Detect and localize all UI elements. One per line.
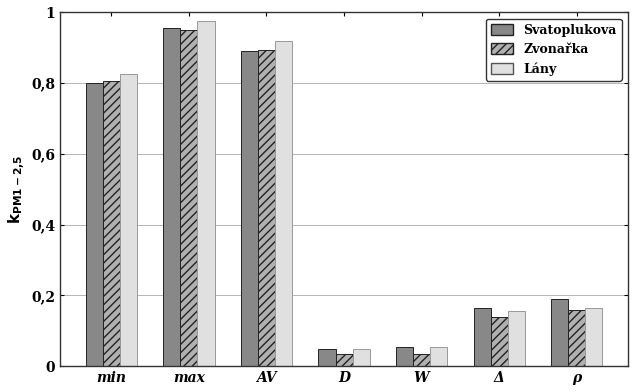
Bar <box>352 348 370 366</box>
Bar <box>258 50 275 366</box>
Bar <box>163 28 180 366</box>
Bar <box>103 82 120 366</box>
Bar <box>275 41 292 366</box>
Bar <box>507 311 525 366</box>
Bar <box>180 30 197 366</box>
Bar <box>551 299 568 366</box>
Bar <box>491 317 507 366</box>
Bar <box>430 347 447 366</box>
Bar <box>585 308 602 366</box>
Legend: Svatoplukova, Zvonařka, Lány: Svatoplukova, Zvonařka, Lány <box>486 19 622 81</box>
Bar <box>335 354 352 366</box>
Y-axis label: $\mathbf{k_{PM1-2{,}5}}$: $\mathbf{k_{PM1-2{,}5}}$ <box>7 154 28 224</box>
Bar <box>120 74 137 366</box>
Bar <box>241 51 258 366</box>
Bar <box>318 348 335 366</box>
Bar <box>474 308 491 366</box>
Bar <box>86 83 103 366</box>
Bar <box>396 347 413 366</box>
Bar <box>413 354 430 366</box>
Bar <box>197 21 215 366</box>
Bar <box>568 310 585 366</box>
